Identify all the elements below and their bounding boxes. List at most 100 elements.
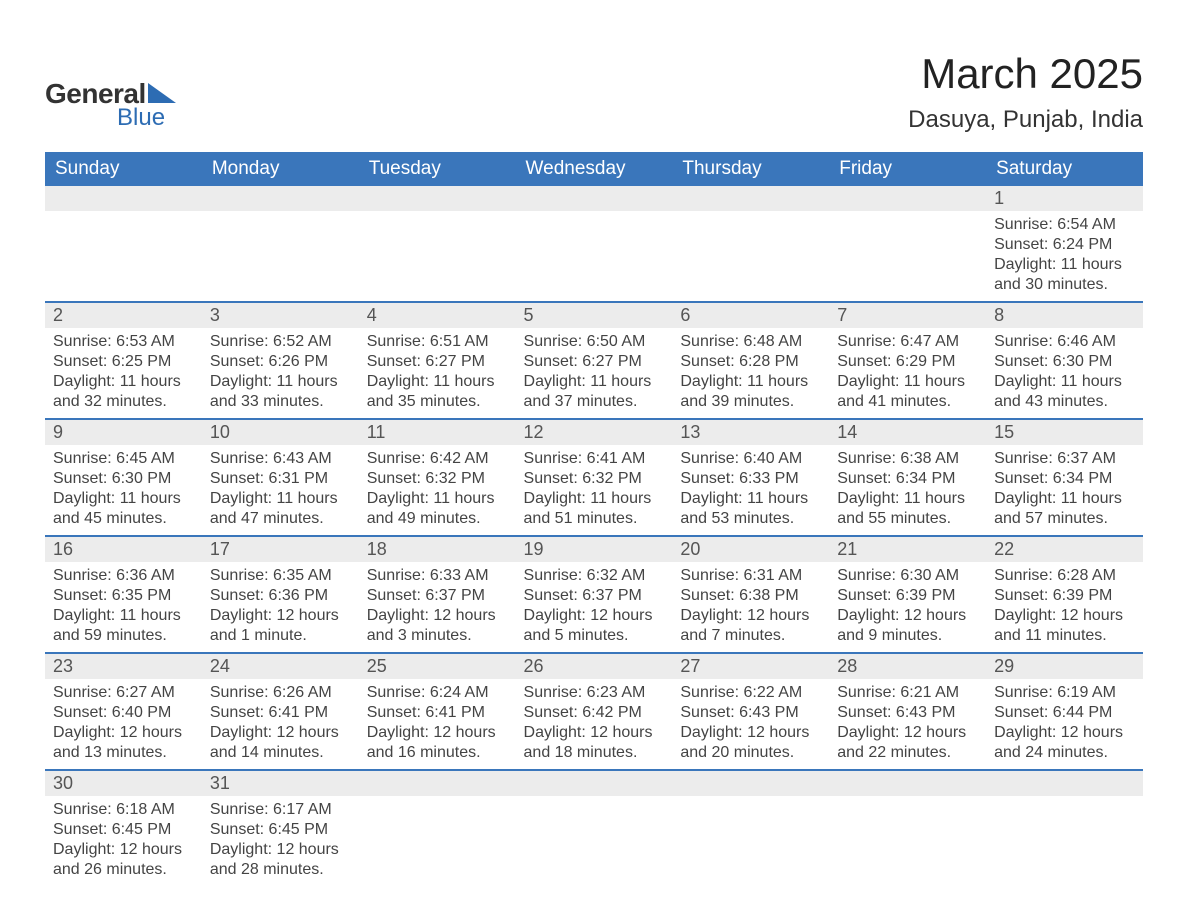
day-detail-cell: Sunrise: 6:19 AMSunset: 6:44 PMDaylight:… xyxy=(986,679,1143,770)
sunset-line: Sunset: 6:41 PM xyxy=(210,703,351,723)
sunrise-line: Sunrise: 6:35 AM xyxy=(210,566,351,586)
day-number-cell xyxy=(516,770,673,796)
logo-triangle-icon xyxy=(148,83,176,103)
day-number-cell: 27 xyxy=(672,653,829,679)
daylight-line: Daylight: 11 hours and 32 minutes. xyxy=(53,372,194,412)
day-detail-cell: Sunrise: 6:22 AMSunset: 6:43 PMDaylight:… xyxy=(672,679,829,770)
day-header: Tuesday xyxy=(359,152,516,186)
day-number-cell: 22 xyxy=(986,536,1143,562)
sunset-line: Sunset: 6:45 PM xyxy=(53,820,194,840)
month-title: March 2025 xyxy=(908,50,1143,98)
day-number-cell: 17 xyxy=(202,536,359,562)
sunset-line: Sunset: 6:28 PM xyxy=(680,352,821,372)
day-number-cell: 26 xyxy=(516,653,673,679)
day-number-cell: 4 xyxy=(359,302,516,328)
day-header: Wednesday xyxy=(516,152,673,186)
daylight-line: Daylight: 11 hours and 51 minutes. xyxy=(524,489,665,529)
sunset-line: Sunset: 6:37 PM xyxy=(367,586,508,606)
sunrise-line: Sunrise: 6:36 AM xyxy=(53,566,194,586)
day-detail-cell xyxy=(672,796,829,886)
day-number-cell: 12 xyxy=(516,419,673,445)
day-number-cell xyxy=(829,186,986,211)
day-detail-cell xyxy=(829,796,986,886)
day-header: Sunday xyxy=(45,152,202,186)
daylight-line: Daylight: 11 hours and 43 minutes. xyxy=(994,372,1135,412)
day-detail-cell: Sunrise: 6:53 AMSunset: 6:25 PMDaylight:… xyxy=(45,328,202,419)
day-number-cell: 25 xyxy=(359,653,516,679)
sunset-line: Sunset: 6:43 PM xyxy=(837,703,978,723)
daylight-line: Daylight: 11 hours and 39 minutes. xyxy=(680,372,821,412)
sunset-line: Sunset: 6:30 PM xyxy=(53,469,194,489)
sunrise-line: Sunrise: 6:46 AM xyxy=(994,332,1135,352)
daylight-line: Daylight: 12 hours and 20 minutes. xyxy=(680,723,821,763)
day-detail-cell: Sunrise: 6:27 AMSunset: 6:40 PMDaylight:… xyxy=(45,679,202,770)
sunrise-line: Sunrise: 6:18 AM xyxy=(53,800,194,820)
sunrise-line: Sunrise: 6:40 AM xyxy=(680,449,821,469)
day-number-cell: 31 xyxy=(202,770,359,796)
sunrise-line: Sunrise: 6:23 AM xyxy=(524,683,665,703)
sunrise-line: Sunrise: 6:33 AM xyxy=(367,566,508,586)
day-number-cell: 28 xyxy=(829,653,986,679)
sunset-line: Sunset: 6:33 PM xyxy=(680,469,821,489)
day-detail-cell: Sunrise: 6:32 AMSunset: 6:37 PMDaylight:… xyxy=(516,562,673,653)
day-detail-cell: Sunrise: 6:38 AMSunset: 6:34 PMDaylight:… xyxy=(829,445,986,536)
day-detail-cell: Sunrise: 6:35 AMSunset: 6:36 PMDaylight:… xyxy=(202,562,359,653)
day-number-cell xyxy=(359,770,516,796)
logo: General Blue xyxy=(45,78,176,132)
day-detail-cell: Sunrise: 6:47 AMSunset: 6:29 PMDaylight:… xyxy=(829,328,986,419)
title-block: March 2025 Dasuya, Punjab, India xyxy=(908,50,1143,134)
day-detail-row: Sunrise: 6:54 AMSunset: 6:24 PMDaylight:… xyxy=(45,211,1143,302)
sunset-line: Sunset: 6:30 PM xyxy=(994,352,1135,372)
sunset-line: Sunset: 6:41 PM xyxy=(367,703,508,723)
day-number-cell xyxy=(45,186,202,211)
day-detail-cell: Sunrise: 6:26 AMSunset: 6:41 PMDaylight:… xyxy=(202,679,359,770)
logo-text-blue: Blue xyxy=(117,104,176,132)
day-detail-row: Sunrise: 6:27 AMSunset: 6:40 PM Daylight:… xyxy=(45,679,1143,770)
sunset-line: Sunset: 6:40 PM xyxy=(53,703,194,723)
day-number-cell: 3 xyxy=(202,302,359,328)
sunset-line: Sunset: 6:45 PM xyxy=(210,820,351,840)
daylight-line: Daylight: 11 hours and 37 minutes. xyxy=(524,372,665,412)
day-number-cell: 19 xyxy=(516,536,673,562)
day-detail-cell: Sunrise: 6:17 AMSunset: 6:45 PMDaylight:… xyxy=(202,796,359,886)
day-detail-cell: Sunrise: 6:54 AMSunset: 6:24 PMDaylight:… xyxy=(986,211,1143,302)
sunrise-line: Sunrise: 6:30 AM xyxy=(837,566,978,586)
day-header-row: Sunday Monday Tuesday Wednesday Thursday… xyxy=(45,152,1143,186)
day-detail-cell xyxy=(359,796,516,886)
day-number-cell: 18 xyxy=(359,536,516,562)
day-detail-cell: Sunrise: 6:41 AMSunset: 6:32 PMDaylight:… xyxy=(516,445,673,536)
day-detail-cell: Sunrise: 6:37 AMSunset: 6:34 PMDaylight:… xyxy=(986,445,1143,536)
sunrise-line: Sunrise: 6:43 AM xyxy=(210,449,351,469)
daylight-line: Daylight: 11 hours and 57 minutes. xyxy=(994,489,1135,529)
day-number-cell: 8 xyxy=(986,302,1143,328)
day-detail-cell: Sunrise: 6:42 AMSunset: 6:32 PMDaylight:… xyxy=(359,445,516,536)
day-number-cell xyxy=(829,770,986,796)
daylight-line: Daylight: 11 hours and 33 minutes. xyxy=(210,372,351,412)
day-number-row: 3031 xyxy=(45,770,1143,796)
day-detail-cell: Sunrise: 6:24 AMSunset: 6:41 PMDaylight:… xyxy=(359,679,516,770)
sunrise-line: Sunrise: 6:27 AM xyxy=(53,683,194,703)
day-number-cell: 10 xyxy=(202,419,359,445)
sunrise-line: Sunrise: 6:26 AM xyxy=(210,683,351,703)
sunrise-line: Sunrise: 6:22 AM xyxy=(680,683,821,703)
day-detail-cell: Sunrise: 6:30 AMSunset: 6:39 PMDaylight:… xyxy=(829,562,986,653)
day-number-cell: 6 xyxy=(672,302,829,328)
daylight-line: Daylight: 11 hours and 45 minutes. xyxy=(53,489,194,529)
day-detail-row: Sunrise: 6:36 AMSunset: 6:35 PMDaylight:… xyxy=(45,562,1143,653)
day-number-cell xyxy=(672,186,829,211)
day-number-row: 9101112131415 xyxy=(45,419,1143,445)
daylight-line: Daylight: 12 hours and 26 minutes. xyxy=(53,840,194,880)
sunset-line: Sunset: 6:37 PM xyxy=(524,586,665,606)
sunset-line: Sunset: 6:39 PM xyxy=(994,586,1135,606)
location-subtitle: Dasuya, Punjab, India xyxy=(908,106,1143,134)
day-detail-cell xyxy=(986,796,1143,886)
calendar-table: Sunday Monday Tuesday Wednesday Thursday… xyxy=(45,152,1143,886)
day-header: Monday xyxy=(202,152,359,186)
day-number-cell: 9 xyxy=(45,419,202,445)
day-number-cell: 7 xyxy=(829,302,986,328)
day-detail-cell: Sunrise: 6:33 AMSunset: 6:37 PMDaylight:… xyxy=(359,562,516,653)
sunset-line: Sunset: 6:25 PM xyxy=(53,352,194,372)
sunrise-line: Sunrise: 6:31 AM xyxy=(680,566,821,586)
sunset-line: Sunset: 6:36 PM xyxy=(210,586,351,606)
sunset-line: Sunset: 6:26 PM xyxy=(210,352,351,372)
